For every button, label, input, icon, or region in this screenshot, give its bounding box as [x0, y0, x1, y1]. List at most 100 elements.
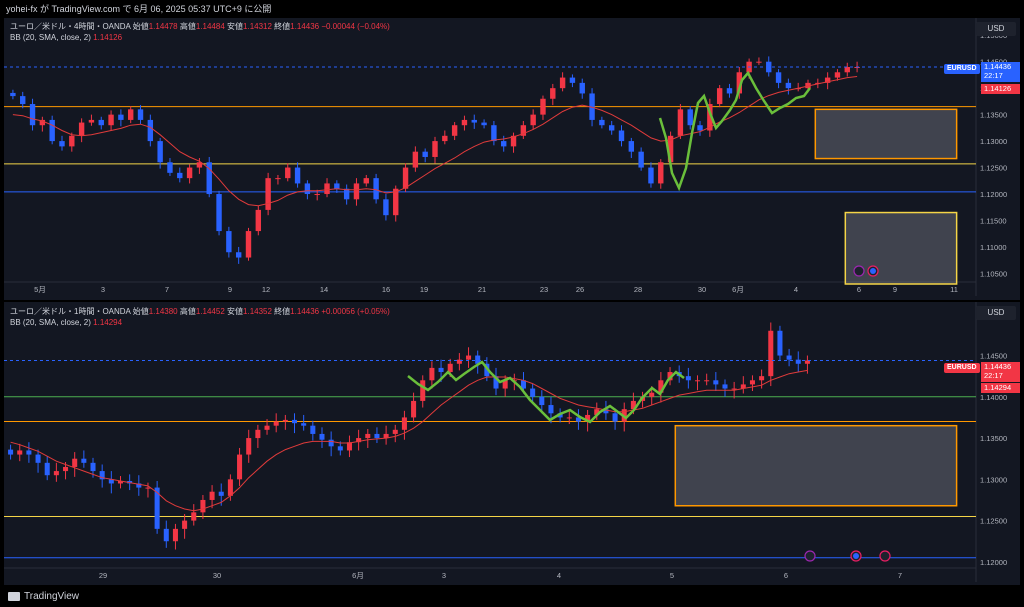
chart-pane-4h[interactable]: 1.150001.145001.140001.135001.130001.125…	[4, 18, 1020, 300]
candle-body	[49, 119, 55, 142]
chart-1h-canvas[interactable]: 1.150001.145001.140001.135001.130001.125…	[4, 302, 1020, 585]
candle-body	[795, 359, 801, 364]
candle-body	[328, 439, 334, 447]
wave-drawing	[407, 360, 685, 424]
y-tick-label: 1.13500	[980, 434, 1007, 443]
candle-body	[618, 130, 625, 142]
candle-body	[334, 183, 340, 189]
candle-body	[255, 209, 262, 232]
candle-body	[310, 425, 316, 434]
candle-body	[756, 61, 762, 63]
last-price-tag: 1.14436 22:17	[981, 362, 1020, 382]
candle-body	[200, 499, 206, 513]
candle-body	[108, 479, 114, 484]
footer: TradingView	[0, 587, 1024, 607]
candle-body	[432, 141, 438, 157]
candle-body	[566, 417, 572, 419]
candle-body	[346, 442, 352, 451]
y-tick-label: 1.11500	[980, 216, 1007, 225]
candle-body	[520, 125, 527, 136]
indicator-name: BB (20, SMA, close, 2)	[10, 33, 91, 42]
tradingview-logo[interactable]: TradingView	[8, 591, 79, 603]
candle-body	[722, 384, 728, 389]
high-value: 1.14484	[195, 22, 225, 31]
candle-body	[81, 458, 87, 463]
candle-body	[337, 446, 343, 451]
lightning-icon	[853, 265, 865, 277]
candle-body	[599, 119, 605, 126]
candle-body	[246, 438, 252, 455]
indicator-legend-1h[interactable]: BB (20, SMA, close, 2) 1.14294	[10, 317, 122, 328]
candle-body	[451, 125, 458, 136]
x-tick-label: 3	[101, 285, 105, 294]
candle-body	[53, 471, 59, 476]
candle-body	[147, 119, 154, 142]
zone-box-orange	[814, 108, 958, 160]
candle-body	[648, 167, 654, 184]
chart-pane-1h[interactable]: 1.150001.145001.140001.135001.130001.125…	[4, 302, 1020, 585]
candle-body	[649, 392, 655, 397]
candle-body	[44, 462, 50, 476]
candle-body	[137, 109, 144, 120]
candle-body	[128, 109, 134, 120]
candle-body	[471, 119, 477, 123]
candle-body	[108, 114, 114, 126]
open-value: 1.14478	[148, 22, 178, 31]
candle-body	[726, 88, 733, 94]
change-value: +0.00056 (+0.05%)	[321, 307, 390, 316]
candle-body	[461, 119, 468, 126]
candle-body	[167, 162, 173, 173]
open-value: 1.14380	[148, 307, 178, 316]
y-tick-label: 1.13000	[980, 137, 1007, 146]
x-tick-label: 29	[99, 571, 107, 580]
x-tick-label: 4	[794, 285, 798, 294]
candle-body	[520, 380, 527, 389]
tradingview-logo-icon	[8, 591, 20, 601]
candle-body	[343, 188, 350, 200]
x-tick-label: 9	[228, 285, 232, 294]
currency-button[interactable]: USD	[976, 306, 1016, 320]
low-value: 1.14312	[243, 22, 272, 31]
indicator-legend-4h[interactable]: BB (20, SMA, close, 2) 1.14126	[10, 32, 122, 43]
candle-body	[182, 520, 188, 529]
chart-4h-canvas[interactable]: 1.150001.145001.140001.135001.130001.125…	[4, 18, 1020, 300]
x-tick-label: 11	[950, 285, 958, 294]
candle-body	[26, 450, 32, 455]
y-tick-label: 1.11000	[980, 243, 1007, 252]
candle-body	[8, 449, 14, 455]
indicator-value: 1.14294	[93, 318, 123, 327]
candle-body	[365, 433, 371, 439]
candle-body	[117, 480, 124, 484]
candle-body	[90, 462, 96, 472]
candle-body	[658, 162, 664, 184]
candle-body	[157, 141, 163, 163]
candle-body	[301, 423, 307, 426]
candle-body	[510, 135, 517, 147]
candle-body	[677, 109, 684, 136]
candle-body	[39, 119, 46, 126]
candle-body	[273, 421, 279, 426]
y-tick-label: 1.12500	[980, 517, 1007, 526]
candle-body	[429, 367, 435, 381]
candle-body	[402, 167, 409, 189]
brand-text: TradingView	[24, 591, 80, 602]
lightning-icon	[804, 550, 816, 562]
x-tick-label: 30	[213, 571, 221, 580]
symbol-title[interactable]: ユーロ／米ドル・1時間・OANDA	[10, 307, 131, 316]
candle-body	[99, 471, 105, 480]
candle-body	[585, 414, 591, 422]
candle-body	[353, 183, 360, 200]
candle-body	[291, 419, 298, 424]
candle-body	[628, 141, 635, 152]
change-value: −0.00044 (−0.04%)	[321, 22, 390, 31]
candle-body	[35, 454, 41, 463]
candle-body	[502, 380, 508, 389]
candle-body	[374, 433, 380, 439]
symbol-title[interactable]: ユーロ／米ドル・4時間・OANDA	[10, 22, 131, 31]
candle-body	[530, 114, 536, 126]
x-tick-label: 6	[784, 571, 788, 580]
candle-body	[282, 419, 288, 422]
candle-body	[314, 194, 320, 196]
currency-button[interactable]: USD	[976, 22, 1016, 36]
open-label: 始値	[132, 22, 149, 31]
